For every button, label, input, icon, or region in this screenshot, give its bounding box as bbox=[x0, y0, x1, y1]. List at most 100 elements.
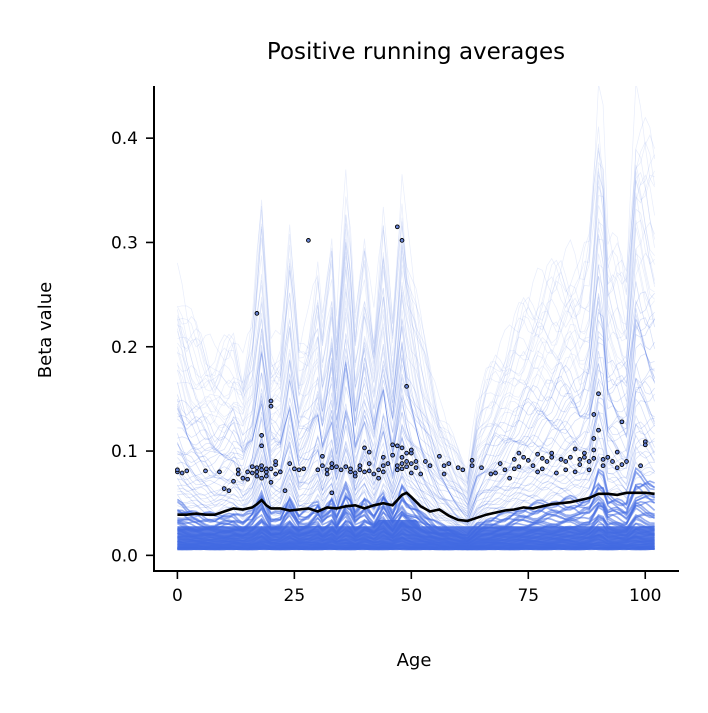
scatter-point bbox=[292, 466, 297, 472]
scatter-point bbox=[404, 464, 409, 470]
scatter-point bbox=[596, 427, 601, 433]
scatter-point bbox=[502, 467, 508, 473]
scatter-point bbox=[554, 470, 559, 476]
scatter-point bbox=[535, 469, 540, 475]
scatter-point bbox=[338, 467, 344, 473]
scatter-point bbox=[600, 457, 606, 462]
scatter-point bbox=[460, 467, 466, 473]
scatter-point bbox=[469, 463, 475, 469]
individual-line bbox=[177, 353, 655, 519]
scatter-point bbox=[399, 238, 405, 243]
scatter-point bbox=[619, 462, 625, 467]
individual-line bbox=[177, 253, 655, 498]
scatter-point bbox=[591, 436, 597, 441]
scatter-point bbox=[320, 463, 325, 469]
scatter-point bbox=[362, 445, 367, 451]
scatter-point bbox=[404, 459, 409, 464]
scatter-point bbox=[404, 450, 409, 456]
scatter-point bbox=[539, 466, 545, 472]
scatter-point bbox=[352, 470, 358, 476]
scatter-point bbox=[245, 469, 250, 475]
scatter-point bbox=[399, 445, 405, 451]
scatter-point bbox=[563, 459, 569, 464]
scatter-point bbox=[259, 433, 264, 438]
individual-line bbox=[177, 375, 655, 521]
scatter-point bbox=[277, 469, 283, 475]
scatter-point bbox=[259, 475, 264, 481]
scatter-point bbox=[530, 463, 536, 469]
scatter-points bbox=[175, 224, 648, 496]
scatter-point bbox=[203, 468, 208, 474]
x-tick-label: 50 bbox=[401, 586, 423, 606]
scatter-point bbox=[549, 450, 555, 456]
scatter-point bbox=[558, 457, 564, 462]
scatter-point bbox=[380, 463, 386, 469]
scatter-point bbox=[413, 465, 419, 471]
individual-line bbox=[177, 386, 655, 523]
individual-line bbox=[177, 293, 655, 505]
scatter-point bbox=[287, 461, 293, 466]
scatter-point bbox=[455, 465, 461, 471]
individual-line bbox=[177, 208, 655, 494]
scatter-point bbox=[268, 479, 274, 485]
scatter-point bbox=[226, 488, 232, 494]
scatter-point bbox=[427, 463, 433, 469]
scatter-point bbox=[245, 476, 250, 482]
scatter-point bbox=[268, 466, 274, 472]
scatter-point bbox=[343, 464, 349, 470]
scatter-point bbox=[249, 470, 255, 476]
scatter-point bbox=[231, 478, 236, 484]
scatter-point bbox=[423, 459, 428, 464]
scatter-point bbox=[217, 469, 222, 475]
y-tick-label: 0.2 bbox=[111, 338, 138, 358]
scatter-point bbox=[572, 446, 578, 452]
scatter-point bbox=[263, 473, 269, 479]
scatter-point bbox=[254, 311, 260, 316]
individual-line bbox=[177, 376, 655, 520]
scatter-point bbox=[408, 461, 414, 466]
x-axis-label: Age bbox=[397, 650, 432, 671]
individual-line bbox=[177, 179, 655, 487]
scatter-point bbox=[488, 471, 494, 477]
scatter-point bbox=[371, 471, 377, 477]
scatter-point bbox=[390, 452, 395, 458]
individual-line bbox=[177, 143, 655, 480]
individual-line bbox=[177, 252, 655, 501]
individual-line bbox=[177, 219, 655, 497]
scatter-point bbox=[479, 465, 484, 471]
scatter-point bbox=[642, 442, 648, 448]
scatter-point bbox=[376, 475, 381, 481]
scatter-point bbox=[596, 391, 601, 397]
scatter-point bbox=[273, 459, 278, 464]
scatter-point bbox=[535, 451, 540, 457]
individual-line bbox=[177, 308, 655, 508]
scatter-point bbox=[380, 454, 386, 460]
individual-line bbox=[177, 482, 656, 540]
x-tick-label: 100 bbox=[629, 586, 661, 606]
individual-line bbox=[177, 291, 655, 510]
individual-line bbox=[177, 227, 655, 494]
scatter-point bbox=[362, 469, 367, 475]
scatter-point bbox=[568, 454, 573, 460]
scatter-point bbox=[329, 461, 335, 466]
individual-line bbox=[177, 318, 655, 510]
individual-line bbox=[177, 342, 655, 517]
y-tick-label: 0.0 bbox=[111, 546, 138, 566]
scatter-point bbox=[296, 467, 302, 473]
dense-line-band bbox=[177, 519, 655, 550]
y-tick-label: 0.4 bbox=[111, 129, 138, 149]
scatter-point bbox=[441, 463, 447, 469]
scatter-point bbox=[259, 443, 264, 449]
scatter-point bbox=[469, 458, 475, 463]
scatter-point bbox=[399, 466, 405, 472]
individual-line bbox=[177, 363, 655, 518]
scatter-point bbox=[614, 449, 620, 455]
individual-line bbox=[177, 325, 655, 512]
y-axis-ticks: 0.0 0.1 0.2 0.3 0.4 bbox=[111, 129, 154, 566]
scatter-point bbox=[591, 412, 597, 417]
scatter-point bbox=[268, 403, 274, 409]
scatter-point bbox=[638, 463, 643, 469]
individual-line bbox=[177, 454, 655, 533]
scatter-point bbox=[516, 464, 522, 470]
